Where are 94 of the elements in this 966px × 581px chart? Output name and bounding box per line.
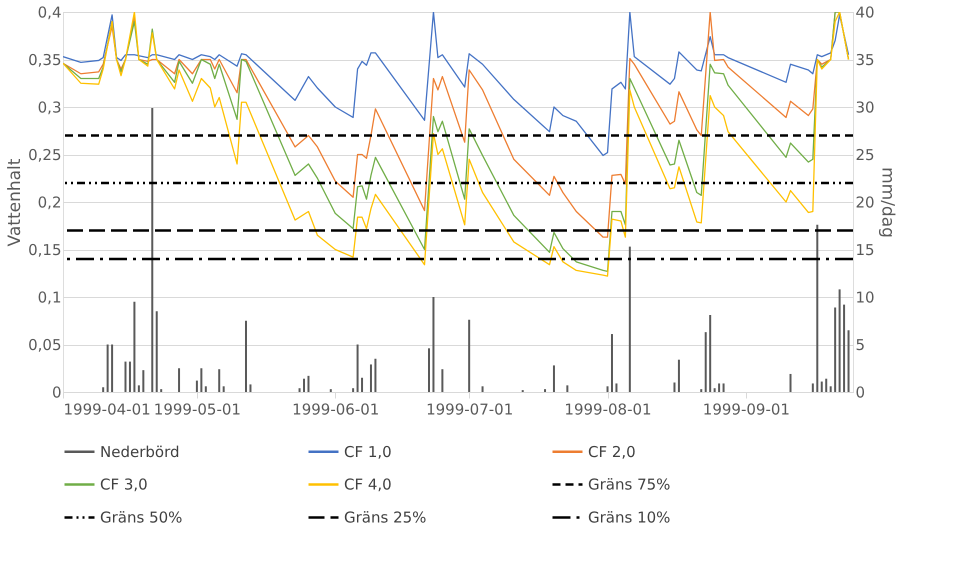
y2-tick-label: 25 [856, 146, 875, 164]
bar [432, 297, 434, 392]
y2-tick-label: 10 [856, 288, 875, 306]
bar [704, 332, 707, 392]
bar [356, 344, 359, 392]
bar [812, 383, 814, 392]
bar [106, 344, 109, 392]
bar [552, 365, 555, 392]
bar [102, 387, 104, 392]
y-tick-label: 0,2 [38, 194, 62, 212]
bar [678, 360, 680, 392]
bar [128, 362, 131, 392]
legend-label: CF 1,0 [344, 442, 392, 461]
bar [722, 383, 725, 392]
bar [298, 388, 301, 392]
bar [709, 315, 712, 392]
line-series [63, 12, 850, 156]
bar [138, 385, 140, 392]
y2-tick-label: 40 [856, 4, 875, 22]
y2-tick-label: 35 [856, 51, 875, 69]
bar [204, 386, 207, 392]
bar [825, 378, 828, 392]
bar [820, 382, 823, 392]
bar [361, 378, 364, 392]
x-tick-label: 1999-09-01 [702, 400, 790, 418]
y-tick-label: 0 [52, 384, 62, 402]
bar [352, 388, 354, 392]
bar [244, 320, 247, 392]
bar [133, 302, 136, 392]
y-axis-title: Vattenhalt [5, 158, 26, 246]
bar [544, 389, 546, 392]
y-tick-label: 0,25 [28, 146, 62, 164]
y-tick-label: 0,35 [28, 51, 62, 69]
y-tick-label: 0,15 [28, 241, 62, 259]
y2-tick-label: 5 [856, 336, 866, 354]
bar [830, 386, 832, 392]
bar [218, 369, 220, 392]
bar [714, 388, 716, 392]
bar [111, 344, 114, 392]
x-tick-label: 1999-05-01 [154, 400, 241, 418]
bar [482, 386, 484, 392]
bar [200, 368, 202, 392]
bar [370, 364, 372, 392]
x-tick-label: 1999-07-01 [426, 400, 514, 418]
bar [468, 320, 470, 392]
bar [307, 376, 310, 392]
bar [196, 380, 198, 392]
bar [249, 384, 252, 392]
legend-label: Gräns 75% [588, 476, 670, 494]
bar [303, 378, 306, 392]
legend-label: Gräns 25% [344, 508, 426, 526]
y-tick-label: 0,1 [38, 288, 62, 306]
bar [700, 389, 702, 392]
y-tick-label: 0,3 [38, 98, 62, 116]
bar [673, 382, 676, 392]
bar [178, 368, 180, 392]
bar [160, 389, 162, 392]
bar [222, 386, 225, 392]
legend-label: CF 2,0 [588, 442, 636, 461]
bar [330, 389, 332, 392]
bar [790, 374, 792, 392]
bar [606, 386, 609, 392]
x-tick-label: 1999-04-01 [64, 400, 151, 418]
y2-tick-label: 15 [856, 241, 875, 259]
bar [124, 362, 126, 392]
legend-label: CF 3,0 [100, 476, 148, 494]
bar [374, 358, 376, 392]
bar [615, 383, 618, 392]
y2-tick-label: 30 [856, 98, 875, 116]
bar [834, 307, 836, 392]
y-tick-label: 0,4 [38, 4, 62, 22]
bar [848, 330, 850, 392]
bar [151, 108, 154, 392]
bar [441, 369, 444, 392]
y2-tick-label: 20 [856, 194, 875, 212]
x-tick-label: 1999-08-01 [564, 400, 652, 418]
legend-label: Nederbörd [100, 442, 180, 461]
legend-label: Gräns 10% [588, 508, 670, 526]
x-tick-label: 1999-06-01 [292, 400, 380, 418]
bar [610, 334, 613, 392]
bar [428, 348, 430, 392]
bar [838, 289, 841, 392]
bar [628, 246, 631, 392]
bar [142, 370, 144, 392]
y-tick-label: 0,05 [28, 336, 62, 354]
y2-axis-title: mm/dag [878, 167, 898, 238]
bar [566, 385, 568, 392]
bar [156, 311, 158, 392]
y2-tick-label: 0 [856, 384, 866, 402]
bar [816, 224, 818, 392]
legend-label: CF 4,0 [344, 476, 392, 494]
legend-label: Gräns 50% [100, 508, 182, 526]
bar [843, 304, 846, 392]
bar [718, 383, 720, 392]
